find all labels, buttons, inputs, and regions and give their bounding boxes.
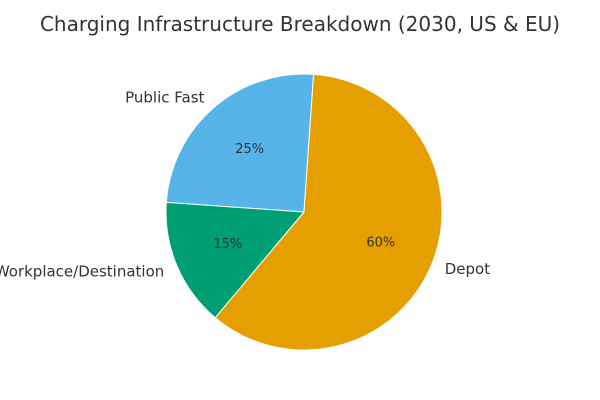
slice-label: Depot (445, 260, 490, 278)
slice-label: Public Fast (125, 88, 204, 106)
pie-slice-public-fast (165, 73, 315, 213)
pct-label: 60% (366, 236, 395, 251)
pie-slice-workplace-destination (165, 201, 306, 319)
slice-label: Workplace/Destination (0, 262, 164, 280)
pct-label: 15% (213, 237, 242, 252)
pie-slice-depot (214, 73, 443, 351)
pct-label: 25% (235, 142, 264, 157)
chart-title: Charging Infrastructure Breakdown (2030,… (39, 12, 561, 36)
